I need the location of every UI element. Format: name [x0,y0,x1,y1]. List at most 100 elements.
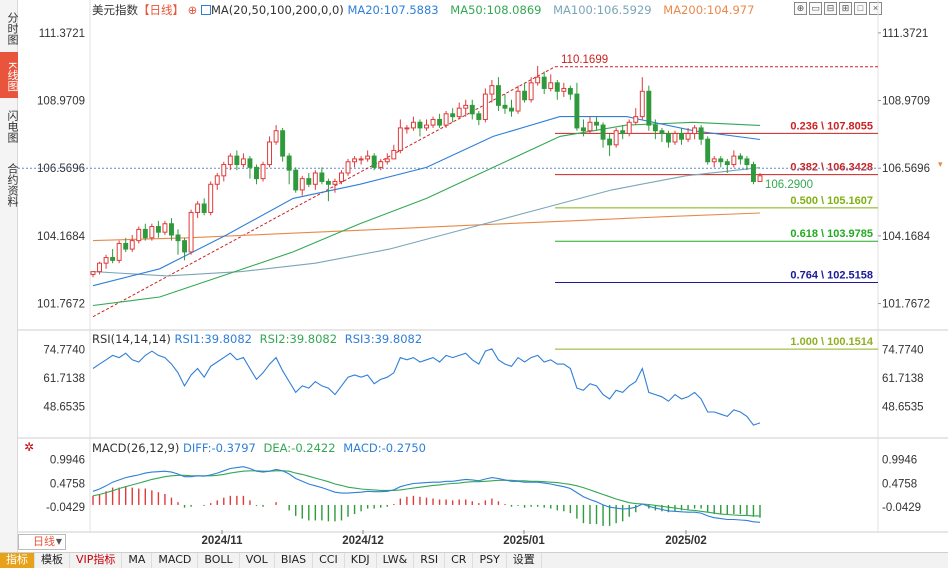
candle-body [705,138,711,163]
tab-time-sharing[interactable]: 分时图 [6,11,18,45]
candle-body [509,107,514,112]
maximize-icon[interactable]: □ [854,2,867,15]
fib-level-label: 0.500 \ 105.1607 [790,195,873,207]
toolbar-settings[interactable]: 设置 [507,553,542,568]
candle-body [208,183,214,213]
toolbar-vol[interactable]: VOL [240,553,275,568]
toolbar-lw[interactable]: LW& [377,553,415,568]
zoom-in-icon[interactable]: ⊞ [839,2,852,15]
tab-kline[interactable]: K线图 [0,52,18,98]
toolbar-bias[interactable]: BIAS [275,553,314,568]
candle-body [123,242,129,250]
macd-tick-label-left: 0.4758 [50,478,85,490]
rsi-label: RSI(14,14,14) [92,332,171,346]
add-icon[interactable]: ⊕ [187,3,198,17]
y-tick-label-left: 108.9709 [37,96,85,108]
macd-tick-label-left: -0.0429 [46,502,85,514]
period-selector-label: 日线 [33,535,55,548]
ma50-value: MA50:108.0869 [450,3,542,17]
candle-body [502,104,508,109]
rsi-tick-label-left: 61.7138 [43,373,85,385]
candle-body [652,124,658,132]
toolbar-psy[interactable]: PSY [473,553,507,568]
rsi-tick-label-left: 74.7740 [43,344,85,356]
candle-body [672,133,678,143]
toolbar-ma[interactable]: MA [122,553,153,568]
y-tick-label-left: 104.1684 [37,231,86,243]
candle-body [227,155,233,166]
price-arrow-icon: ▾ [938,159,943,169]
toolbar-macd[interactable]: MACD [152,553,199,568]
fib-level-label: 0.618 \ 103.9785 [790,228,873,240]
rsi-tick-label-right: 74.7740 [882,344,924,356]
candle-body [254,166,259,180]
toolbar-indicator[interactable]: 指标 [0,553,35,568]
candle-body [247,158,253,168]
current-price-label: 106.2900 [765,179,813,191]
candle-body [456,107,462,118]
fib-level-label: 0.236 \ 107.8055 [790,120,873,132]
candle-body [358,158,364,161]
rsi-tick-label-right: 48.6535 [882,401,924,413]
candle-body [97,262,103,273]
candle-body [312,172,318,185]
candle-body [580,127,586,132]
ma20-line [92,116,761,287]
symbol-name: 美元指数 [92,3,138,17]
toolbar-template[interactable]: 模板 [35,553,70,568]
candle-body [469,104,475,115]
tab-lightning[interactable]: 闪电图 [6,109,18,143]
candle-body [711,158,717,163]
candle-body [325,180,331,185]
candle-body [476,113,482,120]
candle-body [750,164,756,182]
toolbar-rsi[interactable]: RSI [414,553,446,568]
candle-body [142,228,148,239]
chevron-down-icon: ▼ [55,537,62,546]
toolbar-cr[interactable]: CR [445,553,474,568]
candle-body [410,121,416,129]
candle-body [430,118,436,126]
candle-body [541,76,547,89]
x-tick-label: 2025/02 [665,535,707,547]
candle-body [731,155,737,166]
candle-body [345,161,351,174]
ma-toggle-icon[interactable] [200,5,211,15]
tab-contract-info[interactable]: 合约资料 [6,163,18,207]
period-selector[interactable]: 日线 ▼ [18,534,66,550]
rsi1-value: RSI1:39.8082 [174,332,252,346]
candle-body [561,87,567,92]
toolbar-kdj[interactable]: KDJ [345,553,377,568]
candle-body [201,203,207,213]
candle-body [620,130,626,135]
toolbar-cci[interactable]: CCI [313,553,345,568]
period-label[interactable]: 【日线】 [138,3,184,17]
candle-body [155,226,161,233]
zoom-out-icon[interactable]: ⊟ [824,2,837,15]
candle-body [378,161,384,168]
macd-tick-label-left: 0.9946 [50,455,85,467]
main-header: 美元指数【日线】 ⊕ MA(20,50,100,200,0,0) MA20:10… [92,2,754,18]
toolbar-vip-indicator[interactable]: VIP指标 [70,553,123,568]
y-tick-label-left: 106.5696 [37,163,85,175]
restore-icon[interactable]: ▭ [809,2,822,15]
crosshair-icon[interactable]: ⊕ [794,2,807,15]
close-icon[interactable]: × [869,2,882,15]
ma20-value: MA20:107.5883 [347,3,439,17]
candle-body [352,158,358,163]
candle-body [515,90,521,112]
candle-body [273,130,279,143]
candle-body [679,133,684,140]
macd-tick-label-right: 0.9946 [882,455,917,467]
candle-body [437,118,443,126]
y-tick-label-right: 108.9709 [882,96,930,108]
ma200-value: MA200:104.977 [663,3,755,17]
candle-body [463,104,469,109]
rsi-header: RSI(14,14,14) RSI1:39.8082 RSI2:39.8082 … [92,332,422,346]
candle-body [404,127,410,130]
y-tick-label-left: 101.7672 [37,299,85,311]
toolbar-boll[interactable]: BOLL [198,553,240,568]
candle-body [332,180,338,185]
indicator-settings-icon[interactable]: ✲ [24,440,35,454]
candle-body [535,76,541,84]
